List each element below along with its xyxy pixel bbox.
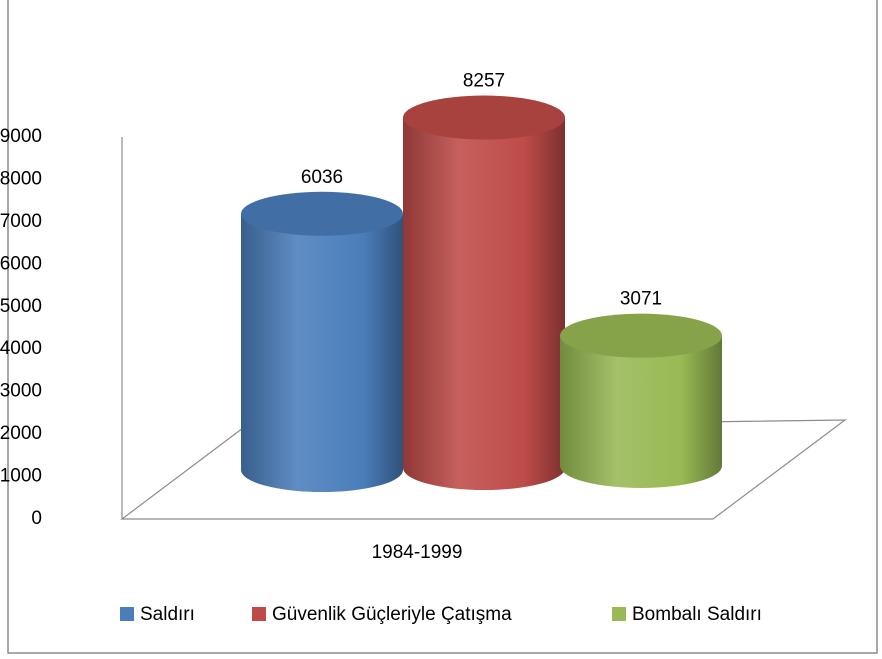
- cylinder-top: [403, 95, 565, 140]
- y-tick-label: 5000: [0, 296, 42, 317]
- cylinder-body: [403, 117, 565, 490]
- y-tick-label: 4000: [0, 338, 42, 359]
- legend-swatch: [612, 607, 626, 621]
- legend-label: Güvenlik Güçleriyle Çatışma: [272, 604, 512, 625]
- legend-label: Bombalı Saldırı: [632, 604, 762, 625]
- y-tick-label: 1000: [0, 466, 42, 487]
- y-tick-label: 0: [31, 508, 42, 529]
- legend-swatch: [120, 607, 134, 621]
- cylinder-top: [560, 313, 722, 358]
- y-tick-label: 8000: [0, 168, 42, 189]
- cylinder: [403, 95, 565, 490]
- y-tick-label: 3000: [0, 381, 42, 402]
- cylinder-body: [241, 213, 403, 492]
- y-tick-label: 2000: [0, 423, 42, 444]
- cylinder-top: [241, 191, 403, 236]
- y-tick-label: 6000: [0, 253, 42, 274]
- value-label: 6036: [301, 167, 343, 188]
- legend-swatch: [252, 607, 266, 621]
- floor: [120, 419, 847, 520]
- legend-label: Saldırı: [140, 604, 195, 625]
- y-tick-label: 9000: [0, 126, 42, 147]
- y-tick-label: 7000: [0, 211, 42, 232]
- value-label: 8257: [463, 71, 505, 92]
- cylinder: [241, 191, 403, 492]
- x-tick-label: 1984-1999: [372, 542, 463, 563]
- cylinder: [560, 313, 722, 488]
- cylinder-body: [560, 335, 722, 488]
- value-label: 3071: [620, 289, 662, 310]
